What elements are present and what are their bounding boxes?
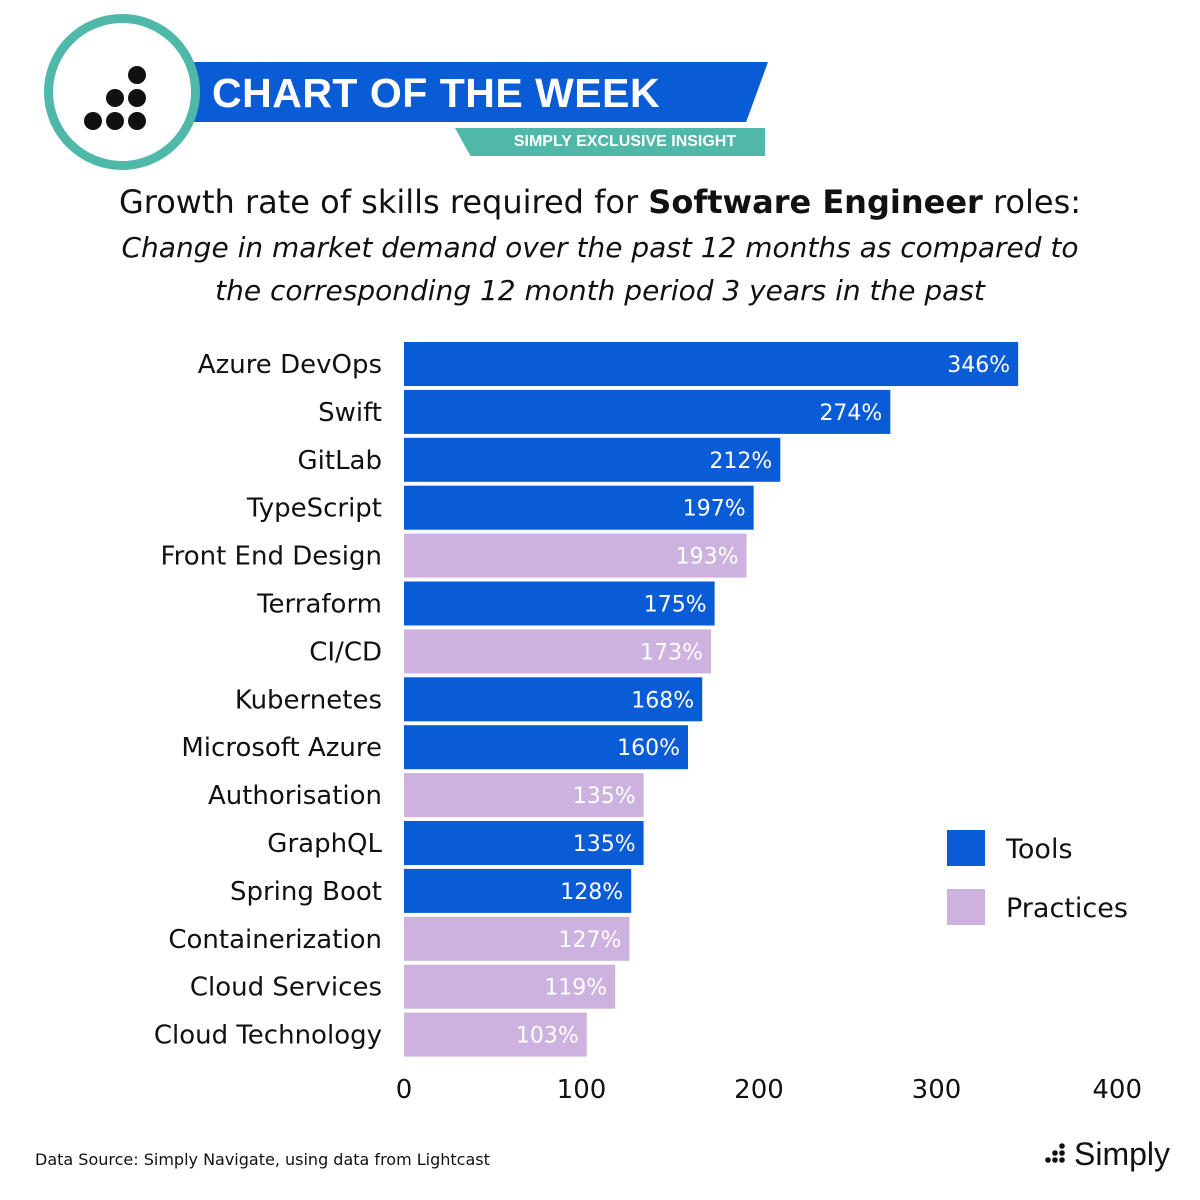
bar	[404, 677, 703, 722]
dots-triangle-icon	[84, 66, 146, 130]
bar	[404, 964, 616, 1009]
data-label: 168%	[631, 688, 694, 713]
data-label: 274%	[819, 401, 882, 426]
chart-title-prefix: Growth rate of skills required for	[118, 183, 649, 221]
category-label: Containerization	[168, 925, 382, 955]
category-label: Front End Design	[161, 542, 382, 572]
legend-label: Tools	[1005, 834, 1073, 865]
legend-swatch	[947, 889, 985, 925]
category-label: Cloud Services	[190, 973, 382, 1003]
category-label: GitLab	[298, 446, 383, 476]
bar	[404, 389, 891, 434]
category-label: Cloud Technology	[154, 1021, 382, 1051]
data-label: 103%	[516, 1024, 579, 1049]
category-label: Terraform	[256, 590, 382, 620]
data-label: 346%	[947, 353, 1010, 378]
legend-swatch	[947, 830, 985, 866]
category-label: GraphQL	[267, 829, 382, 859]
category-label: Kubernetes	[235, 685, 382, 715]
brand-name: Simply	[1073, 1135, 1170, 1172]
x-tick-label: 200	[734, 1075, 784, 1105]
bar-chart: 346% Azure DevOps 274% Swift 212% GitLab 197% T…	[154, 342, 1142, 1105]
bar	[404, 725, 688, 770]
data-label: 175%	[644, 593, 707, 618]
data-label: 160%	[617, 736, 680, 761]
bar	[404, 437, 781, 482]
data-label: 135%	[573, 832, 636, 857]
x-tick-label: 100	[557, 1075, 607, 1105]
category-label: CI/CD	[309, 637, 382, 667]
bar	[404, 485, 754, 530]
x-tick-label: 400	[1092, 1075, 1142, 1105]
data-label: 212%	[709, 449, 772, 474]
data-label: 127%	[559, 928, 622, 953]
chart-subtitle: Change in market demand over the past 12…	[121, 231, 1079, 307]
chart-title-suffix: roles:	[982, 183, 1082, 221]
legend-label: Practices	[1006, 893, 1128, 924]
bar	[404, 581, 715, 626]
banner-subtitle: SIMPLY EXCLUSIVE INSIGHT	[513, 133, 737, 150]
chart-title: Growth rate of skills required for Softw…	[0, 180, 1200, 224]
bar	[404, 1012, 587, 1057]
bar	[404, 868, 632, 913]
x-tick-label: 0	[396, 1075, 413, 1105]
data-label: 135%	[573, 784, 636, 809]
data-label: 197%	[683, 497, 746, 522]
chart-title-role: Software Engineer	[648, 183, 983, 221]
banner-blue-ribbon	[160, 62, 768, 122]
logo-badge	[44, 14, 200, 170]
category-label: Azure DevOps	[198, 350, 382, 380]
bar	[404, 773, 644, 818]
dots-triangle-icon	[1045, 1143, 1065, 1163]
banner-title: CHART OF THE WEEK	[212, 70, 661, 116]
data-label: 193%	[676, 545, 739, 570]
category-label: TypeScript	[246, 494, 382, 524]
x-tick-label: 300	[912, 1075, 962, 1105]
data-label: 128%	[560, 880, 623, 905]
bar	[404, 821, 644, 865]
bar	[404, 533, 747, 578]
category-label: Swift	[318, 398, 382, 428]
data-label: 173%	[640, 640, 703, 665]
bar	[404, 916, 630, 961]
category-label: Spring Boot	[230, 877, 382, 907]
bar	[404, 629, 712, 674]
category-label: Microsoft Azure	[181, 733, 382, 763]
category-label: Authorisation	[208, 781, 382, 811]
data-label: 119%	[544, 976, 607, 1001]
brand-logo: Simply	[1040, 1134, 1170, 1174]
data-source-note: Data Source: Simply Navigate, using data…	[35, 1150, 490, 1169]
banner-teal-ribbon	[455, 128, 765, 156]
bar	[404, 342, 1019, 386]
